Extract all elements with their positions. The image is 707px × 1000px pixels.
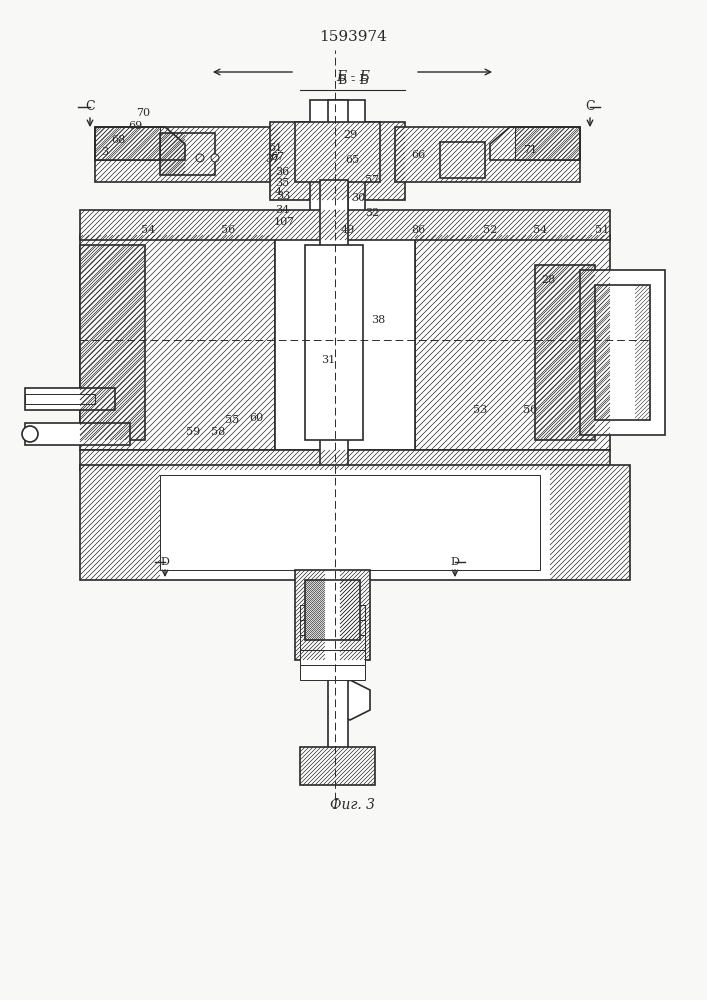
Text: 34: 34 xyxy=(275,205,289,215)
Text: 58: 58 xyxy=(211,427,225,437)
Bar xyxy=(25,423,130,445)
Bar xyxy=(580,270,665,435)
Bar xyxy=(310,100,365,220)
Text: 30: 30 xyxy=(351,193,365,203)
Bar xyxy=(300,620,365,635)
Text: 1593974: 1593974 xyxy=(319,30,387,44)
Bar xyxy=(415,235,610,450)
Bar xyxy=(595,285,650,420)
Text: 54: 54 xyxy=(533,225,547,235)
Bar xyxy=(80,450,610,470)
Bar xyxy=(320,180,348,560)
Text: 70: 70 xyxy=(136,108,150,118)
Text: 37: 37 xyxy=(265,154,279,164)
Text: 60: 60 xyxy=(249,413,263,423)
Bar xyxy=(300,747,375,785)
Text: 65: 65 xyxy=(345,155,359,165)
Text: 69: 69 xyxy=(128,121,142,131)
Bar xyxy=(295,570,370,660)
Bar xyxy=(25,388,115,410)
Text: 28: 28 xyxy=(541,275,555,285)
Bar xyxy=(80,235,275,450)
Text: C: C xyxy=(85,101,95,113)
Text: 55: 55 xyxy=(225,415,239,425)
Text: D: D xyxy=(160,557,170,567)
Text: 57: 57 xyxy=(365,175,379,185)
Text: 107: 107 xyxy=(274,217,295,227)
Bar xyxy=(80,245,145,440)
Bar xyxy=(440,142,485,178)
Text: 52: 52 xyxy=(483,225,497,235)
Text: 66: 66 xyxy=(411,150,425,160)
Bar xyxy=(275,235,415,450)
Bar xyxy=(300,635,365,650)
Bar xyxy=(295,122,380,182)
Bar xyxy=(95,127,280,182)
Text: 4: 4 xyxy=(274,187,281,197)
Bar xyxy=(95,127,160,160)
Text: 31: 31 xyxy=(321,355,335,365)
Bar xyxy=(535,265,595,440)
Bar xyxy=(395,127,580,182)
Text: Б - Б: Б - Б xyxy=(336,70,370,84)
Text: 33: 33 xyxy=(276,191,290,201)
Bar xyxy=(300,605,365,620)
Text: 86: 86 xyxy=(411,225,425,235)
Bar xyxy=(305,580,360,640)
Text: 38: 38 xyxy=(371,315,385,325)
Text: 32: 32 xyxy=(365,208,379,218)
Bar xyxy=(300,665,365,680)
Bar xyxy=(305,245,363,440)
Text: 71: 71 xyxy=(523,145,537,155)
Bar xyxy=(328,100,348,300)
Text: 59: 59 xyxy=(186,427,200,437)
Text: 53: 53 xyxy=(473,405,487,415)
Text: 56: 56 xyxy=(221,225,235,235)
Text: 50: 50 xyxy=(523,405,537,415)
Bar xyxy=(160,475,540,570)
Text: 49: 49 xyxy=(341,225,355,235)
Text: 68: 68 xyxy=(111,135,125,145)
Bar xyxy=(270,122,405,200)
Text: 51: 51 xyxy=(595,225,609,235)
Text: Б - Б: Б - Б xyxy=(338,74,368,87)
Bar xyxy=(515,127,580,160)
Bar xyxy=(160,133,215,175)
Bar xyxy=(80,465,630,580)
Text: C: C xyxy=(585,101,595,113)
Text: 54: 54 xyxy=(141,225,155,235)
Bar xyxy=(80,210,610,240)
Circle shape xyxy=(22,426,38,442)
Bar xyxy=(328,655,348,750)
Bar xyxy=(25,394,95,404)
Bar xyxy=(300,650,365,665)
Circle shape xyxy=(196,154,204,162)
Text: Фиг. 3: Фиг. 3 xyxy=(330,798,375,812)
Text: D: D xyxy=(450,557,460,567)
Circle shape xyxy=(211,154,219,162)
Text: 67: 67 xyxy=(270,152,284,162)
Text: 29: 29 xyxy=(343,130,357,140)
Text: 35: 35 xyxy=(275,178,289,188)
Polygon shape xyxy=(330,680,370,720)
Text: 61: 61 xyxy=(268,143,282,153)
Text: 36: 36 xyxy=(275,167,289,177)
Text: 3: 3 xyxy=(101,147,109,157)
